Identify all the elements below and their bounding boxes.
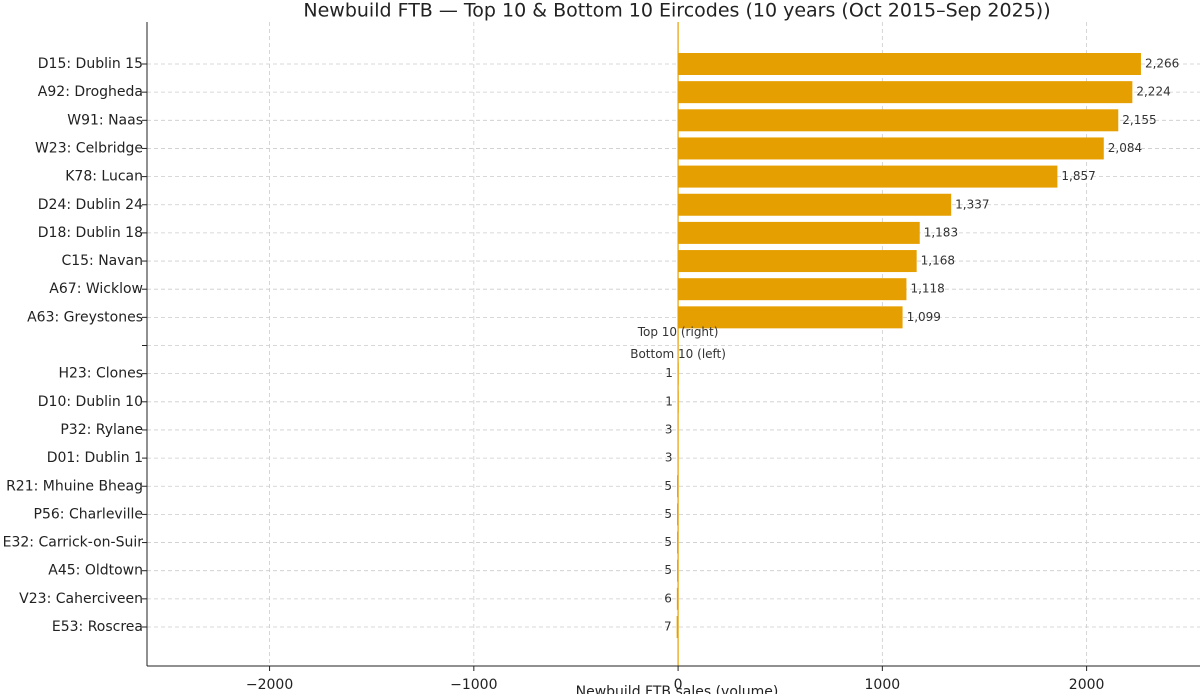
- value-label: 2,224: [1136, 85, 1170, 99]
- y-tick-label: D10: Dublin 10: [38, 394, 143, 410]
- y-tick-label: K78: Lucan: [65, 169, 143, 185]
- value-label: 3: [665, 451, 673, 465]
- value-label: 6: [664, 591, 672, 605]
- y-tick-label: D18: Dublin 18: [38, 225, 143, 241]
- value-label: 2,155: [1122, 113, 1156, 127]
- x-tick-label: 1000: [865, 677, 901, 693]
- bar: [678, 250, 917, 273]
- value-label: 1,099: [907, 310, 941, 324]
- y-tick-label: V23: Caherciveen: [19, 591, 143, 607]
- value-label: 5: [664, 507, 672, 521]
- bar: [678, 306, 903, 329]
- y-tick-label: C15: Navan: [61, 253, 143, 269]
- bar: [676, 616, 679, 638]
- x-tick-label: −1000: [450, 677, 497, 693]
- y-tick-label: D15: Dublin 15: [38, 56, 143, 72]
- y-tick-label: A63: Greystones: [27, 309, 143, 325]
- y-tick-label: W23: Celbridge: [35, 140, 143, 156]
- bar: [678, 53, 1141, 75]
- y-tick-label: P32: Rylane: [60, 422, 143, 438]
- value-label: 1,857: [1061, 169, 1095, 183]
- y-tick-label: E53: Roscrea: [52, 619, 143, 635]
- value-label: 2,266: [1145, 57, 1179, 71]
- x-axis-label: Newbuild FTB sales (volume): [576, 684, 779, 694]
- bar: [678, 278, 907, 301]
- value-label: 2,084: [1108, 141, 1142, 155]
- annotation: Top 10 (right): [637, 325, 719, 339]
- bar: [678, 137, 1104, 160]
- y-tick-label: R21: Mhuine Bheag: [6, 478, 143, 494]
- bar: [676, 587, 679, 610]
- value-label: 1,168: [921, 254, 955, 268]
- value-label: 1: [665, 394, 673, 408]
- y-tick-label: E32: Carrick-on-Suir: [3, 535, 144, 551]
- value-label: 5: [664, 535, 672, 549]
- chart-title: Newbuild FTB — Top 10 & Bottom 10 Eircod…: [303, 0, 1050, 22]
- value-label: 1,118: [910, 282, 944, 296]
- value-label: 1: [665, 366, 673, 380]
- bar: [678, 165, 1058, 188]
- x-tick-label: 2000: [1069, 677, 1105, 693]
- y-tick-label: D24: Dublin 24: [38, 197, 143, 213]
- bar: [678, 193, 952, 216]
- bar: [678, 81, 1133, 104]
- y-tick-label: D01: Dublin 1: [47, 450, 143, 466]
- y-tick-label: W91: Naas: [67, 112, 143, 128]
- value-label: 7: [664, 620, 672, 634]
- y-tick-label: A45: Oldtown: [48, 563, 143, 579]
- value-label: 3: [665, 422, 673, 436]
- value-label: 5: [664, 563, 672, 577]
- y-tick-label: A67: Wicklow: [49, 281, 143, 297]
- y-tick-label: P56: Charleville: [34, 506, 143, 522]
- annotation: Bottom 10 (left): [630, 347, 726, 361]
- y-tick-label: H23: Clones: [58, 366, 143, 382]
- bar: [678, 221, 920, 244]
- bar: [678, 109, 1119, 132]
- y-tick-label: A92: Drogheda: [38, 84, 143, 100]
- x-tick-label: −2000: [246, 677, 293, 693]
- value-label: 1,337: [955, 197, 989, 211]
- value-label: 1,183: [924, 225, 958, 239]
- x-tick-label: 0: [674, 677, 683, 693]
- value-label: 5: [664, 479, 672, 493]
